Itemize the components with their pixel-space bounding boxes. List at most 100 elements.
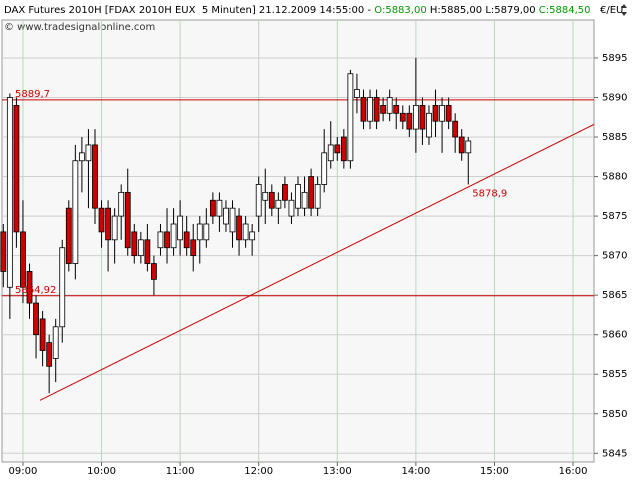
candle-body	[288, 199, 295, 217]
candle-body	[144, 239, 151, 264]
candle-body	[393, 104, 400, 114]
candle-body	[209, 199, 216, 217]
trend-line	[39, 123, 595, 401]
candle-body	[386, 97, 393, 114]
x-tick-label: 11:00	[166, 466, 195, 477]
x-tick-label: 16:00	[559, 466, 588, 477]
candle-body	[301, 191, 308, 209]
candle-body	[268, 191, 275, 209]
candle-body	[65, 207, 72, 264]
candle-body	[452, 120, 459, 138]
y-tick-label: 5875	[602, 211, 627, 222]
plot	[0, 20, 595, 462]
candle-body	[85, 144, 92, 162]
line-label: 5864,92	[15, 285, 56, 296]
candle-body	[111, 215, 118, 241]
candle-body	[354, 89, 360, 98]
x-tick-label: 09:00	[9, 466, 38, 477]
y-tick-label: 5880	[602, 172, 627, 183]
candle-body	[157, 231, 164, 249]
candle-body	[314, 184, 321, 209]
line-label: 5889,7	[15, 89, 50, 100]
candle-body	[223, 207, 229, 225]
candle-body	[177, 215, 184, 241]
candle-body	[6, 97, 13, 288]
y-tick-label: 5895	[602, 53, 627, 64]
candle-body	[367, 97, 373, 122]
y-tick-label: 5850	[602, 409, 627, 420]
y-tick-label: 5845	[602, 448, 627, 459]
candle-body	[203, 223, 210, 241]
candle-body	[426, 112, 432, 138]
x-tick-label: 15:00	[480, 466, 509, 477]
watermark: © www.tradesignalonline.com	[4, 22, 155, 33]
candle-body	[124, 191, 131, 249]
candle-body	[275, 199, 282, 209]
candle-body	[282, 184, 288, 201]
x-tick-label: 14:00	[401, 466, 430, 477]
candle-body	[98, 207, 105, 233]
y-tick-label: 5860	[602, 330, 627, 341]
candle-body	[72, 160, 79, 264]
candle-body	[347, 73, 354, 162]
quote-value: H:5885,00	[430, 5, 482, 16]
candle-body	[137, 239, 144, 257]
quote-value: C:5884,50	[539, 5, 591, 16]
candle-body	[190, 239, 197, 257]
candle-body	[262, 191, 269, 201]
candle-body	[406, 112, 413, 130]
candle-body	[236, 215, 242, 241]
candle-body	[445, 104, 452, 122]
candle-body	[131, 231, 138, 257]
candle-body	[59, 247, 66, 328]
candle-body	[229, 207, 236, 233]
candle-body	[52, 326, 59, 359]
candle-body	[105, 207, 111, 241]
candle-body	[373, 97, 380, 122]
candle-body	[242, 223, 249, 241]
candle-body	[118, 191, 125, 217]
candle-body	[419, 104, 426, 130]
candle-body	[196, 223, 203, 241]
y-tick-label: 5855	[602, 369, 627, 380]
candle-body	[164, 231, 170, 249]
candle-body	[439, 104, 445, 122]
candle-body	[321, 152, 328, 185]
candle-body	[458, 136, 465, 154]
scroll-icon[interactable]	[621, 4, 627, 16]
quote-value: O:5883,00	[374, 5, 426, 16]
quote-value: L:5879,00	[485, 5, 535, 16]
x-tick-label: 13:00	[323, 466, 352, 477]
candle-body	[360, 97, 367, 122]
candle-body	[26, 271, 33, 304]
candle-body	[170, 223, 177, 249]
candle-body	[334, 144, 341, 154]
candle-body	[327, 144, 334, 162]
y-tick-label: 5885	[602, 132, 627, 143]
candle-body	[340, 136, 347, 162]
x-tick-label: 12:00	[244, 466, 273, 477]
point-label: 5878,9	[472, 188, 507, 199]
candle-body	[399, 112, 406, 122]
candle-body	[465, 140, 472, 154]
candle-body	[380, 104, 387, 114]
candle-body	[432, 104, 439, 122]
y-tick-label: 5870	[602, 251, 627, 262]
candle-body	[183, 231, 190, 249]
candle-body	[308, 176, 314, 209]
candle-body	[33, 302, 39, 336]
candle-body	[255, 184, 262, 217]
y-tick-label: 5890	[602, 92, 627, 103]
candle-body	[151, 263, 157, 280]
x-tick-label: 10:00	[87, 466, 116, 477]
candle-body	[20, 231, 26, 288]
candle-body	[46, 342, 53, 367]
candle-body	[0, 231, 7, 272]
candle-body	[412, 104, 419, 130]
candle-body	[295, 184, 301, 209]
candle-body	[92, 144, 98, 209]
plot-area	[1, 19, 595, 463]
y-tick-label: 5865	[602, 290, 627, 301]
candle-body	[78, 152, 85, 162]
